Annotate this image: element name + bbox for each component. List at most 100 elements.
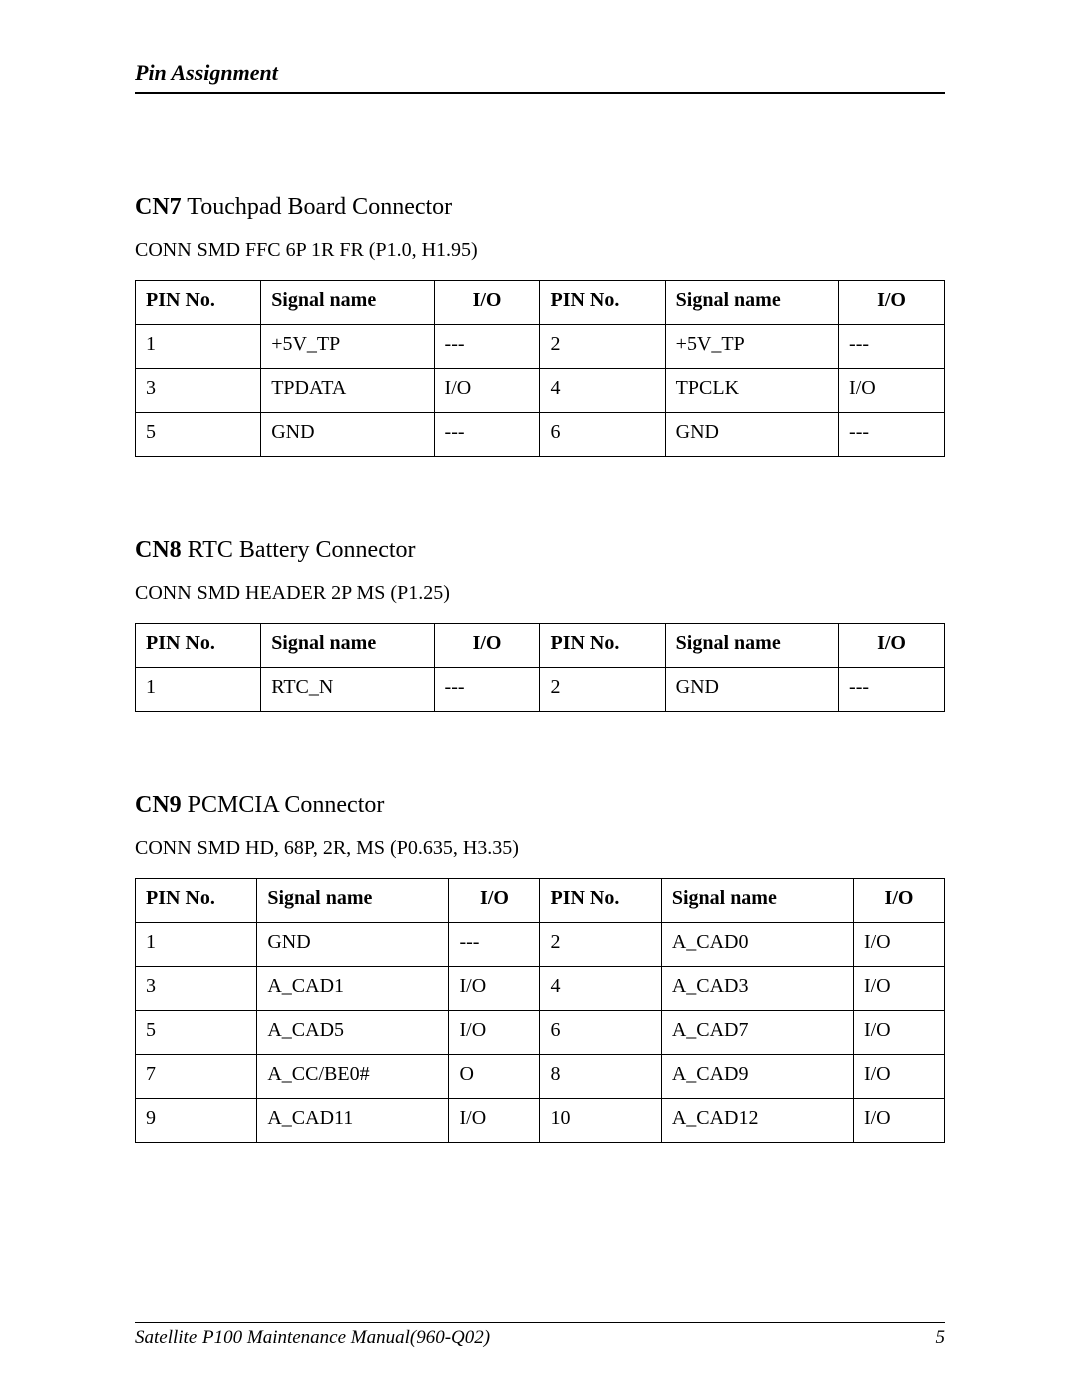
- table-cell: 1: [136, 668, 261, 712]
- col-pin-no: PIN No.: [136, 879, 257, 923]
- section-title-bold: CN7: [135, 194, 182, 220]
- section-title-rest: RTC Battery Connector: [182, 537, 416, 563]
- table-cell: 1: [136, 923, 257, 967]
- table-cell: A_CAD0: [661, 923, 853, 967]
- table-row: 5GND---6GND---: [136, 413, 945, 457]
- table-row: 3A_CAD1I/O4A_CAD3I/O: [136, 967, 945, 1011]
- col-pin-no: PIN No.: [540, 879, 661, 923]
- table-cell: TPCLK: [665, 369, 838, 413]
- table-cell: 2: [540, 668, 665, 712]
- table-row: 5A_CAD5I/O6A_CAD7I/O: [136, 1011, 945, 1055]
- section-cn9: CN9 PCMCIA Connector CONN SMD HD, 68P, 2…: [135, 792, 945, 1143]
- table-cell: I/O: [853, 1011, 944, 1055]
- col-signal-name: Signal name: [261, 281, 434, 325]
- section-title-cn7: CN7 Touchpad Board Connector: [135, 194, 945, 221]
- table-cell: 5: [136, 413, 261, 457]
- section-cn7: CN7 Touchpad Board Connector CONN SMD FF…: [135, 194, 945, 457]
- table-cell: 4: [540, 369, 665, 413]
- table-cell: +5V_TP: [665, 325, 838, 369]
- table-cell: 2: [540, 923, 661, 967]
- table-cell: 8: [540, 1055, 661, 1099]
- table-row: 7A_CC/BE0#O8A_CAD9I/O: [136, 1055, 945, 1099]
- table-cell: A_CAD7: [661, 1011, 853, 1055]
- section-subtitle-cn9: CONN SMD HD, 68P, 2R, MS (P0.635, H3.35): [135, 837, 945, 860]
- col-signal-name: Signal name: [661, 879, 853, 923]
- table-cell: GND: [665, 668, 838, 712]
- table-cell: 3: [136, 967, 257, 1011]
- table-cell: 9: [136, 1099, 257, 1143]
- col-io: I/O: [839, 624, 945, 668]
- table-cell: I/O: [853, 923, 944, 967]
- table-cell: 10: [540, 1099, 661, 1143]
- table-cn7: PIN No. Signal name I/O PIN No. Signal n…: [135, 280, 945, 457]
- table-cn9: PIN No. Signal name I/O PIN No. Signal n…: [135, 878, 945, 1143]
- table-cell: ---: [839, 325, 945, 369]
- table-cell: GND: [257, 923, 449, 967]
- table-body-cn9: 1GND---2A_CAD0I/O3A_CAD1I/O4A_CAD3I/O5A_…: [136, 923, 945, 1143]
- table-cell: ---: [449, 923, 540, 967]
- col-pin-no: PIN No.: [540, 624, 665, 668]
- col-pin-no: PIN No.: [136, 281, 261, 325]
- section-title-cn8: CN8 RTC Battery Connector: [135, 537, 945, 564]
- table-cell: I/O: [853, 967, 944, 1011]
- col-io: I/O: [434, 281, 540, 325]
- table-cell: GND: [261, 413, 434, 457]
- table-cell: I/O: [853, 1099, 944, 1143]
- table-cell: +5V_TP: [261, 325, 434, 369]
- table-cell: ---: [839, 668, 945, 712]
- footer-right: 5: [936, 1327, 946, 1349]
- table-cell: 4: [540, 967, 661, 1011]
- table-cell: 3: [136, 369, 261, 413]
- table-cell: ---: [434, 668, 540, 712]
- col-signal-name: Signal name: [665, 281, 838, 325]
- section-title-bold: CN8: [135, 537, 182, 563]
- table-cell: A_CAD11: [257, 1099, 449, 1143]
- section-subtitle-cn7: CONN SMD FFC 6P 1R FR (P1.0, H1.95): [135, 239, 945, 262]
- table-header-row: PIN No. Signal name I/O PIN No. Signal n…: [136, 281, 945, 325]
- table-row: 3TPDATAI/O4TPCLKI/O: [136, 369, 945, 413]
- table-row: 1RTC_N---2GND---: [136, 668, 945, 712]
- table-header-row: PIN No. Signal name I/O PIN No. Signal n…: [136, 879, 945, 923]
- table-cell: I/O: [839, 369, 945, 413]
- table-cell: 6: [540, 1011, 661, 1055]
- table-cell: 1: [136, 325, 261, 369]
- table-cell: 7: [136, 1055, 257, 1099]
- table-row: 1+5V_TP---2+5V_TP---: [136, 325, 945, 369]
- table-cell: TPDATA: [261, 369, 434, 413]
- table-cell: I/O: [449, 1011, 540, 1055]
- col-io: I/O: [839, 281, 945, 325]
- table-cn8: PIN No. Signal name I/O PIN No. Signal n…: [135, 623, 945, 712]
- table-cell: I/O: [449, 967, 540, 1011]
- footer-rule: [135, 1322, 945, 1323]
- col-pin-no: PIN No.: [136, 624, 261, 668]
- header-rule: [135, 92, 945, 94]
- table-row: 1GND---2A_CAD0I/O: [136, 923, 945, 967]
- table-body-cn7: 1+5V_TP---2+5V_TP---3TPDATAI/O4TPCLKI/O5…: [136, 325, 945, 457]
- footer-left: Satellite P100 Maintenance Manual(960-Q0…: [135, 1327, 490, 1349]
- section-cn8: CN8 RTC Battery Connector CONN SMD HEADE…: [135, 537, 945, 712]
- page-header-title: Pin Assignment: [135, 60, 945, 86]
- table-cell: 5: [136, 1011, 257, 1055]
- table-header-row: PIN No. Signal name I/O PIN No. Signal n…: [136, 624, 945, 668]
- section-title-bold: CN9: [135, 792, 182, 818]
- col-signal-name: Signal name: [665, 624, 838, 668]
- table-cell: ---: [839, 413, 945, 457]
- col-io: I/O: [449, 879, 540, 923]
- col-io: I/O: [853, 879, 944, 923]
- section-title-rest: Touchpad Board Connector: [182, 194, 452, 220]
- table-cell: A_CC/BE0#: [257, 1055, 449, 1099]
- table-row: 9A_CAD11I/O10A_CAD12I/O: [136, 1099, 945, 1143]
- section-title-rest: PCMCIA Connector: [182, 792, 385, 818]
- col-pin-no: PIN No.: [540, 281, 665, 325]
- table-cell: RTC_N: [261, 668, 434, 712]
- table-cell: ---: [434, 413, 540, 457]
- table-cell: A_CAD1: [257, 967, 449, 1011]
- table-cell: I/O: [434, 369, 540, 413]
- col-signal-name: Signal name: [261, 624, 434, 668]
- col-io: I/O: [434, 624, 540, 668]
- table-cell: A_CAD9: [661, 1055, 853, 1099]
- table-cell: A_CAD5: [257, 1011, 449, 1055]
- table-cell: 2: [540, 325, 665, 369]
- page-footer: Satellite P100 Maintenance Manual(960-Q0…: [135, 1322, 945, 1349]
- table-cell: O: [449, 1055, 540, 1099]
